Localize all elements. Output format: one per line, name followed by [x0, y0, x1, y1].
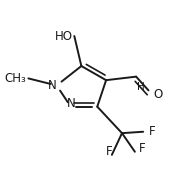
- Text: CH₃: CH₃: [5, 72, 27, 85]
- Text: H: H: [137, 82, 145, 92]
- Text: N: N: [48, 79, 57, 92]
- Text: F: F: [106, 145, 113, 158]
- Text: O: O: [154, 88, 163, 101]
- Text: N: N: [66, 97, 75, 110]
- Text: HO: HO: [55, 30, 73, 43]
- Text: F: F: [149, 125, 156, 138]
- Text: F: F: [139, 142, 145, 155]
